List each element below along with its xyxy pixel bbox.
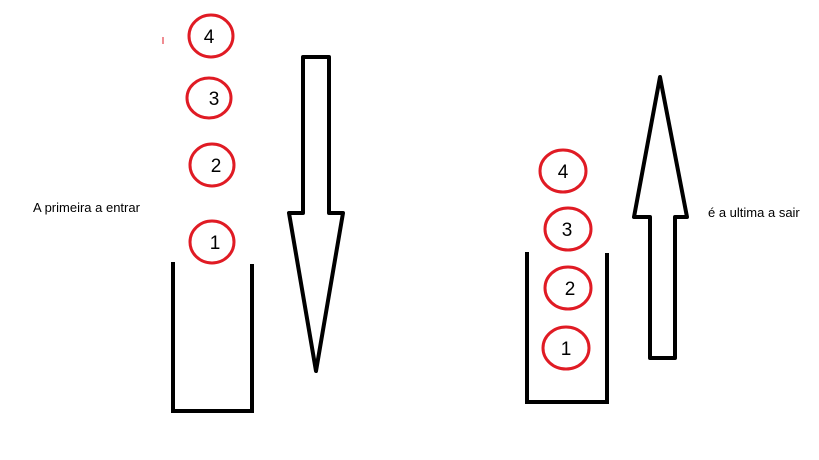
- right-item-1: 1: [541, 325, 591, 371]
- left-stack-container: [171, 262, 254, 413]
- left-item-2-label: 2: [211, 156, 222, 177]
- arrow-down-icon: [287, 55, 345, 373]
- right-item-1-label: 1: [561, 339, 572, 360]
- left-panel: 4 3 2 1 A primeira a entrar: [33, 13, 345, 413]
- left-item-3: 3: [185, 76, 233, 120]
- right-item-3: 3: [543, 206, 593, 252]
- left-item-1: 1: [188, 219, 236, 265]
- right-item-2: 2: [543, 265, 593, 311]
- left-item-2: 2: [188, 142, 236, 188]
- left-caption: A primeira a entrar: [33, 200, 141, 215]
- right-item-3-label: 3: [562, 220, 573, 241]
- left-item-1-label: 1: [210, 233, 221, 254]
- right-item-2-label: 2: [565, 279, 576, 300]
- left-item-3-label: 3: [209, 89, 220, 110]
- right-caption: é a ultima a sair: [708, 205, 800, 220]
- left-item-4-label: 4: [204, 27, 215, 48]
- right-panel: 4 3 2 1 é a ultima a sair: [525, 75, 800, 404]
- right-item-4-label: 4: [558, 162, 569, 183]
- left-item-4: 4: [187, 13, 235, 59]
- arrow-up-icon: [632, 75, 689, 360]
- right-stack-container: [525, 252, 609, 404]
- right-item-4: 4: [538, 148, 588, 194]
